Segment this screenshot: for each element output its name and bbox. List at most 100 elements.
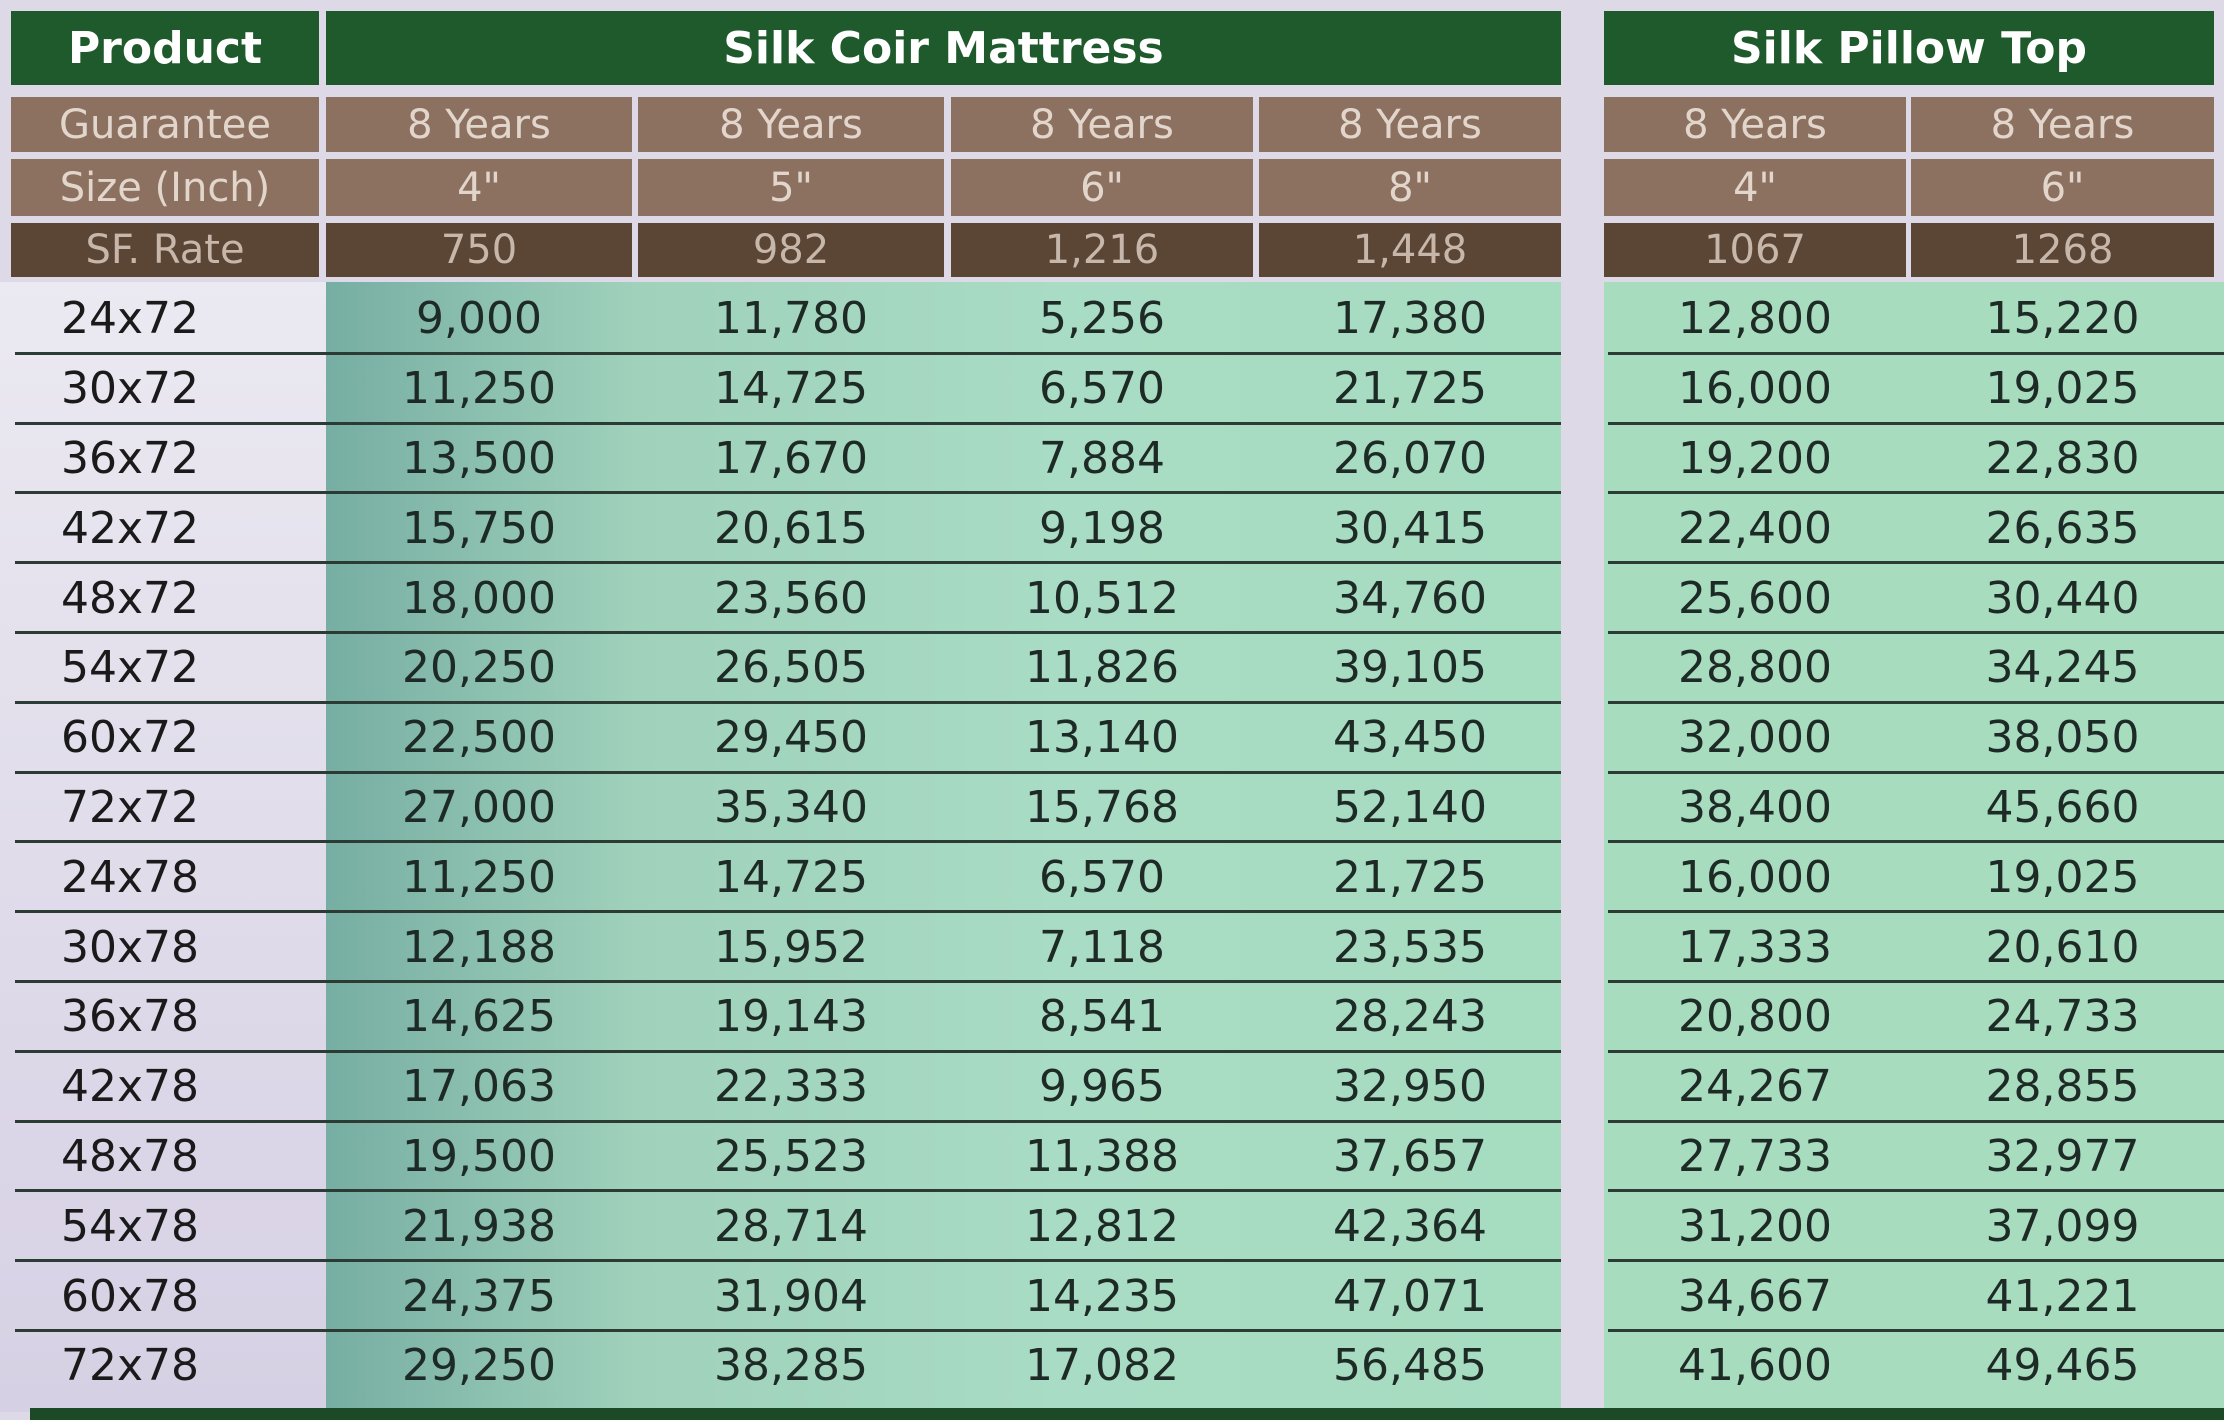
- price-cell: 35,340: [714, 781, 868, 833]
- price-cell: 5,256: [1039, 293, 1165, 345]
- row-rule: [15, 561, 1561, 565]
- size-label: 36x72: [61, 432, 200, 484]
- pillow-block: [1604, 282, 2224, 1412]
- price-cell: 9,000: [416, 293, 542, 345]
- price-cell: 6,570: [1039, 363, 1165, 415]
- meta-cell: 982: [638, 223, 944, 277]
- row-rule: [1608, 840, 2224, 844]
- price-cell: 38,400: [1678, 781, 1832, 833]
- row-rule: [15, 1259, 1561, 1263]
- price-cell: 17,082: [1025, 1340, 1179, 1392]
- price-cell: 15,220: [1985, 293, 2140, 345]
- price-cell: 34,760: [1333, 572, 1487, 624]
- size-label: 60x78: [61, 1270, 200, 1322]
- price-cell: 16,000: [1678, 851, 1832, 903]
- row-rule: [15, 1119, 1561, 1123]
- price-cell: 47,071: [1333, 1270, 1487, 1322]
- price-cell: 23,560: [714, 572, 868, 624]
- price-cell: 15,750: [402, 502, 556, 554]
- price-cell: 22,333: [714, 1061, 868, 1113]
- meta-cell: 1,448: [1259, 223, 1561, 277]
- price-cell: 26,635: [1985, 502, 2140, 554]
- row-rule: [1608, 1119, 2224, 1123]
- price-cell: 17,380: [1333, 293, 1487, 345]
- price-cell: 34,245: [1985, 642, 2140, 694]
- price-cell: 28,243: [1333, 991, 1487, 1043]
- meta-cell: 8 Years: [1911, 97, 2214, 152]
- price-cell: 38,050: [1985, 712, 2140, 764]
- price-cell: 24,267: [1678, 1061, 1832, 1113]
- size-label: 72x72: [61, 781, 200, 833]
- price-cell: 45,660: [1985, 781, 2140, 833]
- row-rule: [1608, 910, 2224, 914]
- price-cell: 20,250: [402, 642, 556, 694]
- price-cell: 21,725: [1333, 363, 1487, 415]
- size-label: 42x72: [61, 502, 200, 554]
- price-cell: 11,826: [1025, 642, 1179, 694]
- price-cell: 14,725: [714, 363, 868, 415]
- price-cell: 13,500: [402, 432, 556, 484]
- meta-cell: 8 Years: [1259, 97, 1561, 152]
- row-rule: [15, 421, 1561, 425]
- price-cell: 25,523: [714, 1130, 868, 1182]
- meta-label: SF. Rate: [11, 223, 319, 277]
- meta-cell: 8 Years: [951, 97, 1253, 152]
- size-label: 54x72: [61, 642, 200, 694]
- size-label: 24x78: [61, 851, 200, 903]
- price-cell: 11,388: [1025, 1130, 1179, 1182]
- price-cell: 32,977: [1985, 1130, 2140, 1182]
- row-rule: [1608, 770, 2224, 774]
- size-label: 72x78: [61, 1340, 200, 1392]
- price-cell: 37,657: [1333, 1130, 1487, 1182]
- price-cell: 22,500: [402, 712, 556, 764]
- price-cell: 21,725: [1333, 851, 1487, 903]
- row-rule: [15, 840, 1561, 844]
- meta-cell: 6": [951, 159, 1253, 216]
- price-cell: 32,000: [1678, 712, 1832, 764]
- meta-cell: 1067: [1604, 223, 1906, 277]
- price-cell: 19,025: [1985, 851, 2140, 903]
- price-cell: 17,063: [402, 1061, 556, 1113]
- price-cell: 22,830: [1985, 432, 2140, 484]
- price-cell: 49,465: [1985, 1340, 2140, 1392]
- row-rule: [1608, 351, 2224, 355]
- price-cell: 28,855: [1985, 1061, 2140, 1113]
- group-header: Silk Coir Mattress: [326, 11, 1561, 85]
- row-rule: [15, 770, 1561, 774]
- group-header: Silk Pillow Top: [1604, 11, 2214, 85]
- price-cell: 43,450: [1333, 712, 1487, 764]
- row-rule: [1608, 1329, 2224, 1332]
- price-cell: 13,140: [1025, 712, 1179, 764]
- price-cell: 20,800: [1678, 991, 1832, 1043]
- corner-header: Product: [11, 11, 319, 85]
- price-cell: 42,364: [1333, 1200, 1487, 1252]
- price-cell: 11,250: [402, 363, 556, 415]
- meta-cell: 4": [326, 159, 632, 216]
- row-rule: [1608, 561, 2224, 565]
- price-cell: 15,768: [1025, 781, 1179, 833]
- price-cell: 19,500: [402, 1130, 556, 1182]
- row-rule: [1608, 491, 2224, 495]
- price-cell: 30,440: [1985, 572, 2140, 624]
- label-column: [0, 282, 326, 1412]
- row-rule: [1608, 1259, 2224, 1263]
- price-cell: 30,415: [1333, 502, 1487, 554]
- price-cell: 21,938: [402, 1200, 556, 1252]
- price-cell: 38,285: [714, 1340, 868, 1392]
- price-cell: 56,485: [1333, 1340, 1487, 1392]
- size-label: 42x78: [61, 1061, 200, 1113]
- row-rule: [1608, 1189, 2224, 1193]
- meta-cell: 6": [1911, 159, 2214, 216]
- price-cell: 6,570: [1039, 851, 1165, 903]
- price-cell: 17,670: [714, 432, 868, 484]
- meta-cell: 8 Years: [638, 97, 944, 152]
- price-cell: 14,235: [1025, 1270, 1179, 1322]
- price-cell: 31,904: [714, 1270, 868, 1322]
- size-label: 24x72: [61, 293, 200, 345]
- price-cell: 17,333: [1678, 921, 1832, 973]
- row-rule: [15, 351, 1561, 355]
- price-cell: 31,200: [1678, 1200, 1832, 1252]
- row-rule: [15, 491, 1561, 495]
- price-cell: 11,250: [402, 851, 556, 903]
- price-cell: 20,610: [1985, 921, 2140, 973]
